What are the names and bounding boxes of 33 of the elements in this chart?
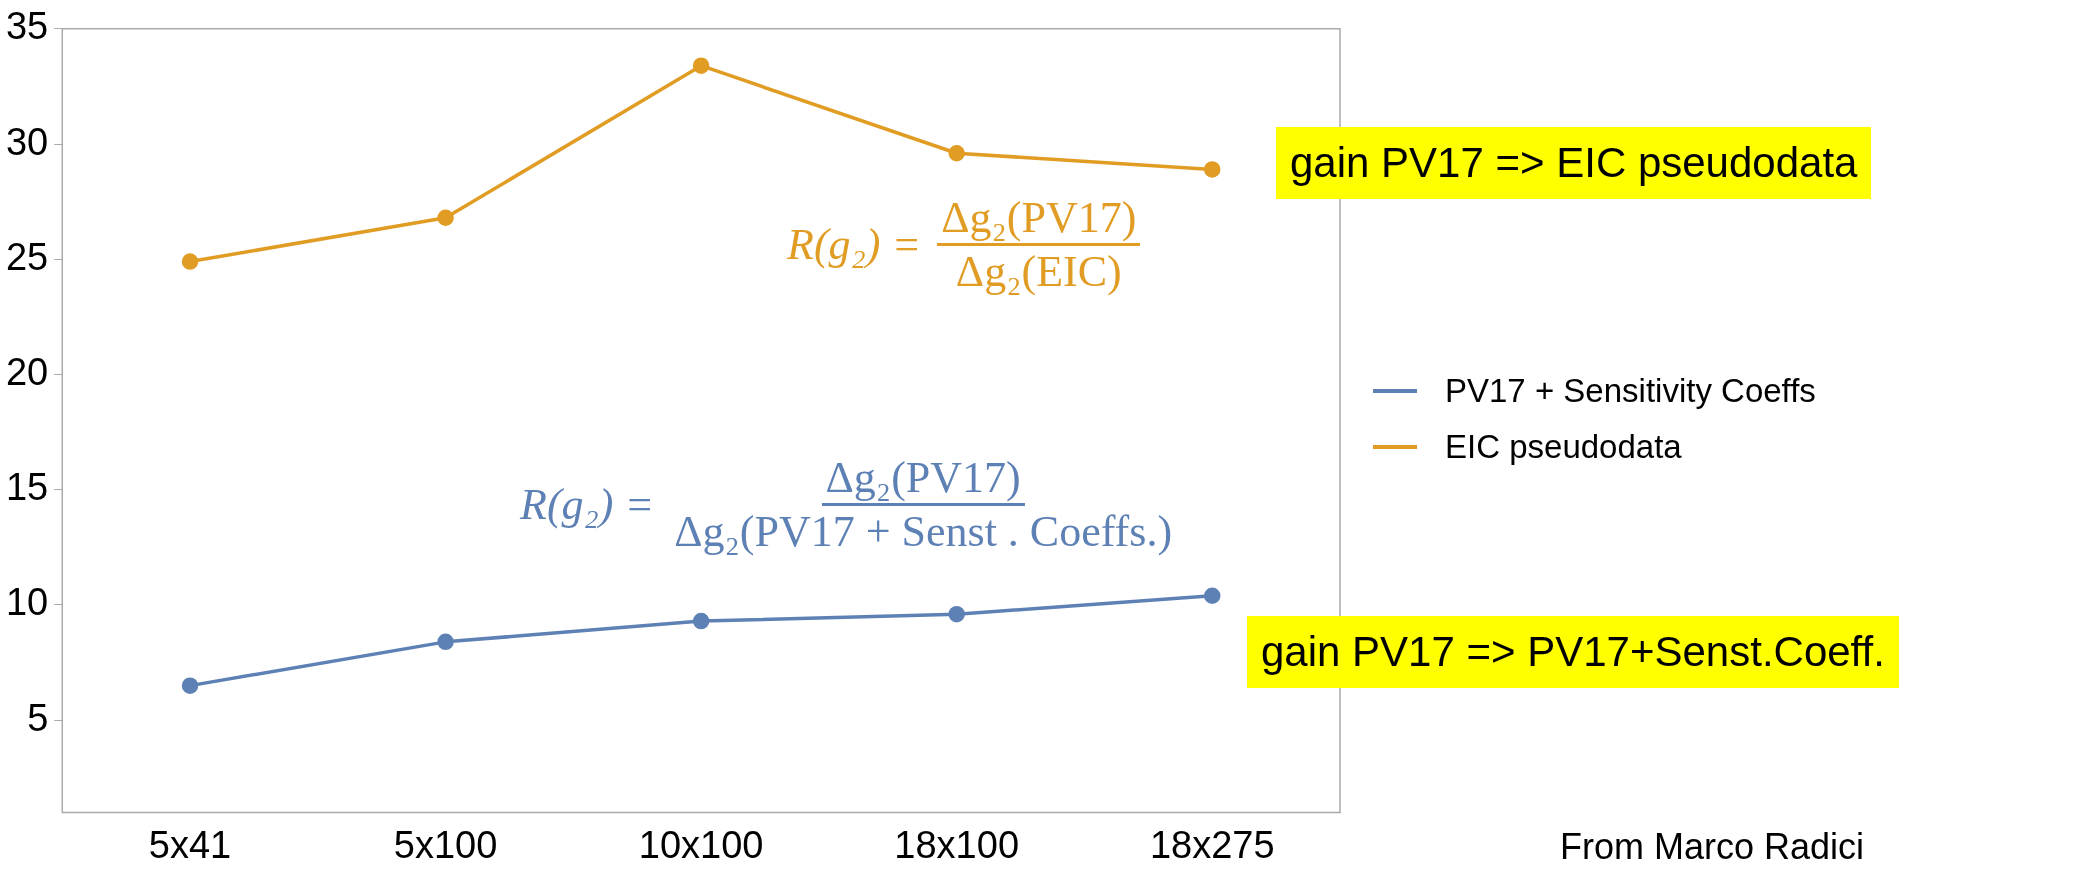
annotation: gain PV17 => EIC pseudodata: [1276, 127, 1872, 199]
x-tick-label: 5x100: [393, 823, 498, 866]
point: [692, 612, 710, 630]
point: [948, 605, 965, 623]
point: [948, 145, 965, 162]
point: [437, 209, 454, 227]
y-tick-label: 35: [5, 5, 49, 48]
legend-label: EIC pseudodata: [1445, 428, 1682, 466]
x-tick-label: 18x100: [894, 823, 1020, 866]
x-tick-label: 18x275: [1149, 823, 1275, 866]
point: [1203, 587, 1221, 605]
point: [1203, 161, 1221, 178]
point: [692, 57, 710, 74]
annotation: Δg₂(PV17): [821, 452, 1025, 506]
text: From Marco Radici: [1560, 826, 1865, 868]
legend-label: PV17 + Sensitivity Coeffs: [1445, 372, 1816, 410]
annotation: R(g₂) =: [787, 219, 922, 270]
annotation: Δg₂(EIC): [954, 246, 1123, 297]
annotation: Δg₂(PV17): [937, 192, 1141, 246]
x-tick-label: 10x100: [638, 823, 764, 866]
y-tick-label: 30: [5, 120, 49, 163]
y-tick-label: 20: [5, 350, 49, 393]
x-tick-label: 5x41: [148, 823, 232, 866]
point: [181, 253, 199, 270]
y-tick-label: 15: [5, 466, 49, 509]
point: [181, 677, 199, 694]
annotation: R(g₂) =: [520, 479, 655, 530]
y-tick-label: 10: [5, 581, 49, 624]
annotation: gain PV17 => PV17+Senst.Coeff.: [1247, 616, 1899, 688]
annotation: Δg₂(PV17 + Senst . Coeffs.): [673, 506, 1174, 557]
point: [437, 633, 454, 651]
y-tick-label: 25: [5, 235, 49, 278]
y-tick-label: 5: [27, 696, 49, 739]
